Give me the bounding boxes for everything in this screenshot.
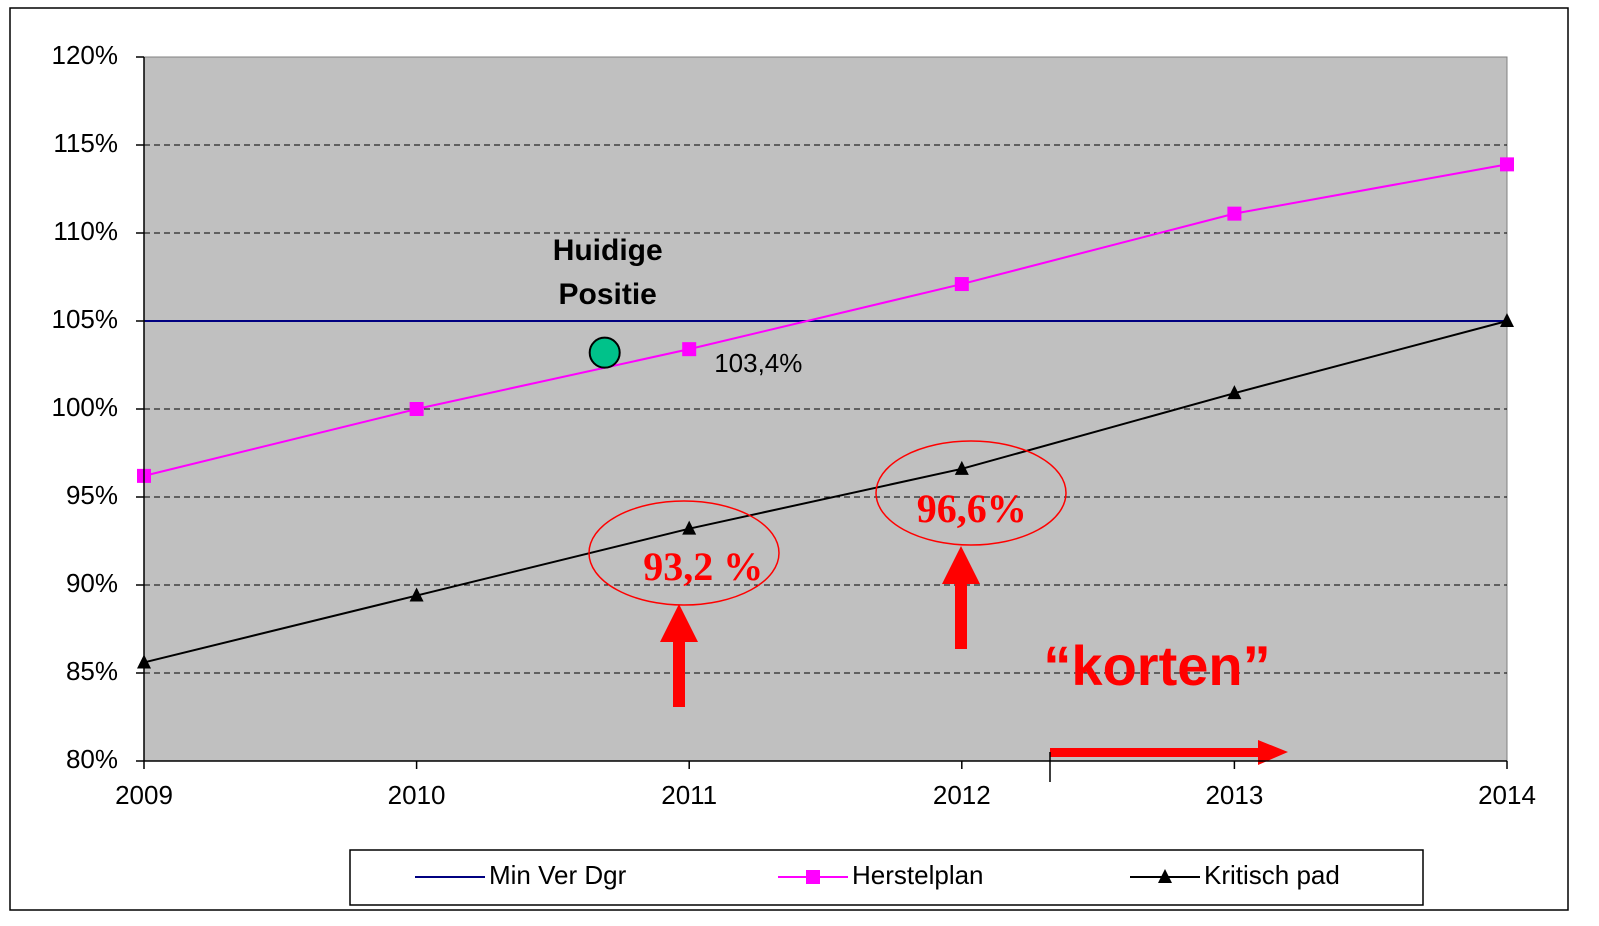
x-tick-label: 2009 (115, 780, 173, 810)
arrows (660, 546, 1288, 765)
marker (1158, 869, 1172, 883)
annotation: Huidige Positie (553, 234, 663, 311)
arrow-head (1258, 740, 1288, 765)
series-line (143, 320, 1508, 664)
series-line (143, 163, 1508, 477)
y-tick-label: 80% (66, 744, 118, 774)
decorations (588, 440, 1067, 606)
data-label: 103,4% (714, 348, 802, 378)
y-tick-label: 105% (52, 304, 119, 334)
marker (1227, 206, 1242, 221)
marker (1227, 385, 1242, 400)
highlight-ellipse (588, 500, 780, 606)
position-point (588, 336, 621, 369)
arrow-shaft (673, 640, 685, 707)
y-tick-label: 95% (66, 480, 118, 510)
legend-label: Kritisch pad (1204, 860, 1340, 890)
legend-label: Min Ver Dgr (489, 860, 627, 890)
y-tick-label: 115% (53, 128, 118, 158)
y-tick-label: 90% (66, 568, 118, 598)
marker (954, 460, 969, 475)
x-tick-label: 2012 (933, 780, 991, 810)
marker (1500, 313, 1514, 327)
y-tick-label: 85% (66, 656, 118, 686)
y-tick-label: 110% (53, 216, 118, 246)
arrow-shaft (955, 582, 967, 649)
x-tick-label: 2014 (1478, 780, 1536, 810)
marker (409, 402, 424, 416)
marker (409, 587, 424, 602)
legend-label: Herstelplan (852, 860, 984, 890)
data-label: 96,6% (917, 486, 1027, 531)
x-tick-label: 2013 (1205, 780, 1263, 810)
annotation: “korten” (1043, 634, 1270, 697)
data-label: 93,2 % (643, 544, 763, 589)
marker (1500, 157, 1514, 172)
legend-box (349, 849, 1424, 906)
marker (954, 277, 969, 292)
x-tick-label: 2010 (388, 780, 446, 810)
marker (682, 520, 697, 535)
arrow-head (660, 604, 698, 642)
x-tick-label: 2011 (661, 780, 717, 810)
plot-layer (137, 144, 1514, 674)
highlight-ellipse (875, 440, 1067, 546)
marker (806, 870, 820, 884)
marker (682, 342, 697, 357)
arrow-shaft (1050, 748, 1260, 757)
arrow-head (942, 546, 980, 584)
y-tick-label: 120% (52, 40, 119, 70)
y-tick-label: 100% (52, 392, 119, 422)
